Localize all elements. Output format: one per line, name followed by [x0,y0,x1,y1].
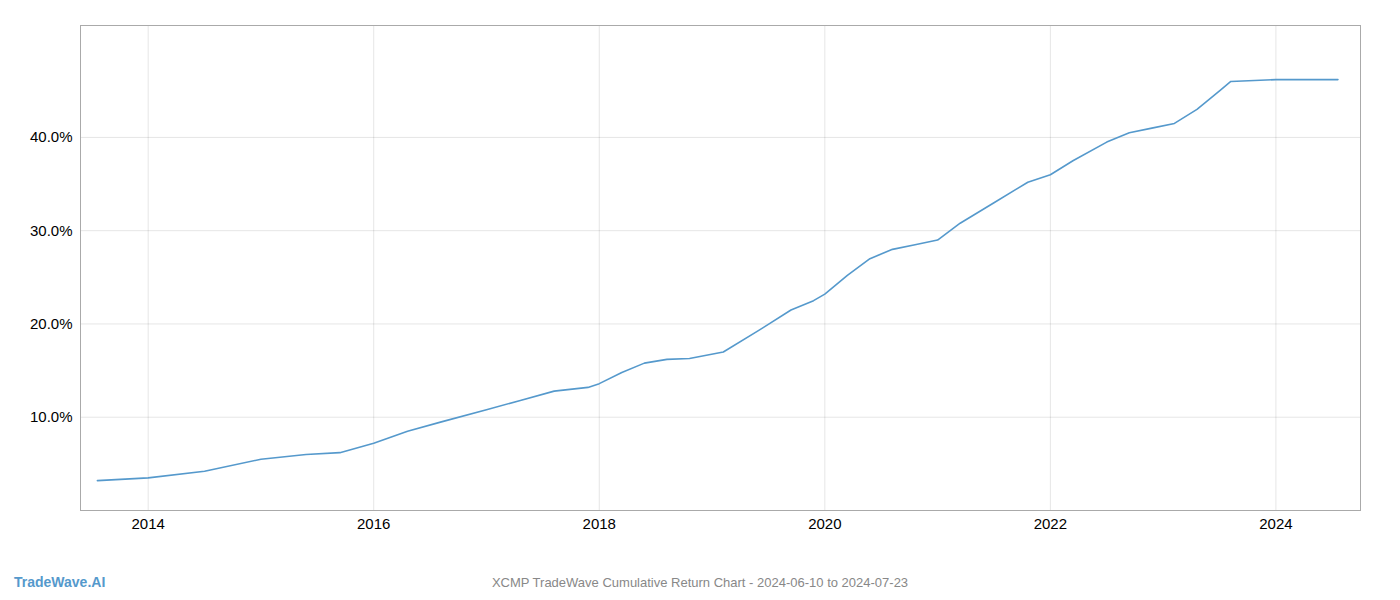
svg-text:2024: 2024 [1259,515,1292,532]
svg-text:40.0%: 40.0% [30,128,73,145]
svg-text:10.0%: 10.0% [30,408,73,425]
html-text:TradeWave.AI: TradeWave.AI [14,574,106,590]
svg-text:2016: 2016 [357,515,390,532]
svg-text:2020: 2020 [808,515,841,532]
svg-text:2018: 2018 [583,515,616,532]
svg-text:2022: 2022 [1034,515,1067,532]
svg-text:2014: 2014 [131,515,164,532]
svg-text:30.0%: 30.0% [30,221,73,238]
html-text:XCMP TradeWave Cumulative Retu: XCMP TradeWave Cumulative Return Chart -… [491,575,909,590]
svg-text:20.0%: 20.0% [30,315,73,332]
